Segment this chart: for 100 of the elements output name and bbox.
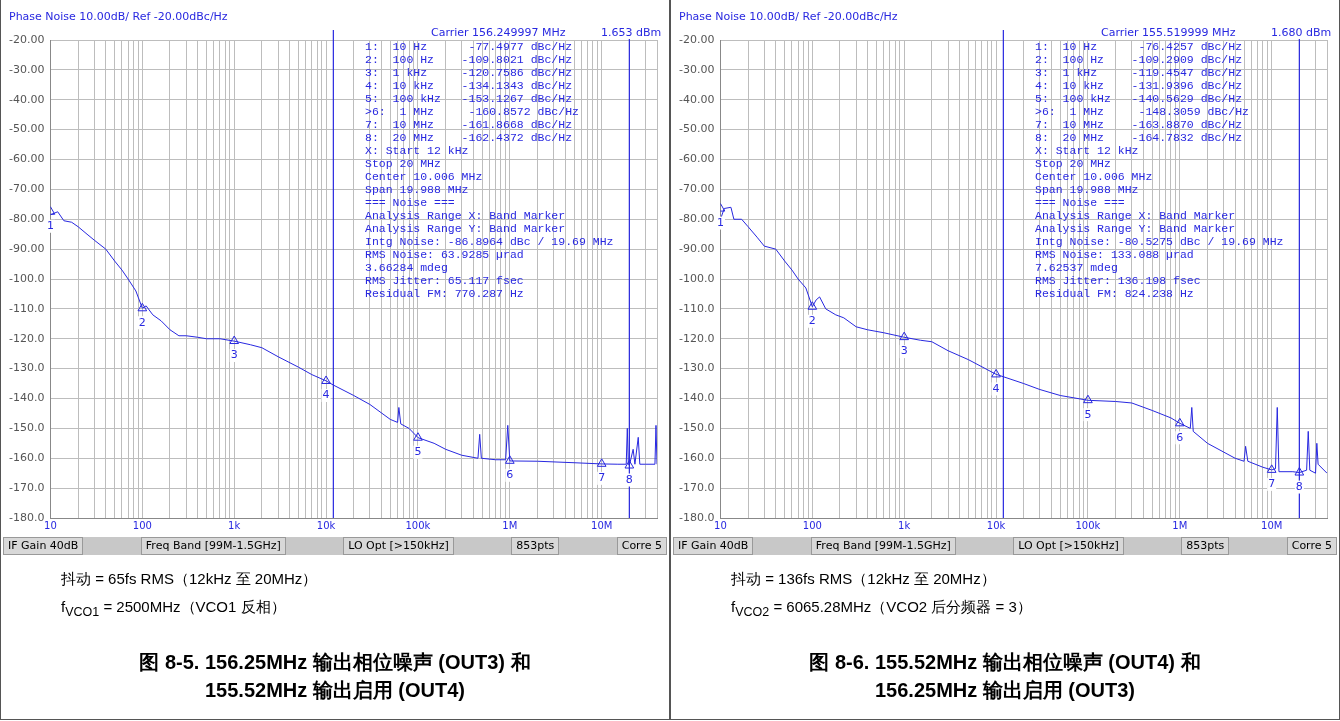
y-tick-label: -80.00 [678, 212, 715, 226]
chart-subtitle: Phase Noise 10.00dB/ Ref -20.00dBc/Hz [679, 10, 898, 23]
y-tick-label: -60.00 [8, 152, 45, 166]
annotation: RMS Noise: 63.9285 µrad [365, 248, 524, 261]
annotation: 1: 10 Hz -76.4257 dBc/Hz [1035, 40, 1243, 53]
annotation: 4 [992, 381, 1000, 395]
text: Carrier 156.249997 MHz [431, 26, 566, 39]
point [504, 455, 515, 464]
x-tick-label: 10M [591, 519, 613, 531]
annotation: 7 [1268, 477, 1276, 491]
y-tick-label: -180.0 [678, 510, 715, 524]
annotation: Stop 20 MHz [1035, 157, 1111, 170]
annotation: 2 [808, 314, 816, 328]
annotation: 4 [322, 388, 330, 402]
text: IF Gain 40dB [3, 537, 84, 555]
annotation: 1 [46, 219, 54, 233]
annotation: 4: 10 kHz -134.1343 dBc/Hz [365, 79, 573, 92]
y-tick-label: -70.00 [8, 182, 45, 196]
x-tick-label: 10 [714, 519, 727, 531]
text: Corre 5 [1286, 537, 1337, 555]
annotation: 5: 100 kHz -153.1267 dBc/Hz [365, 92, 573, 105]
annotation: Stop 20 MHz [365, 157, 441, 170]
annotation: RMS Noise: 133.088 µrad [1035, 248, 1194, 261]
annotation: 2: 100 Hz -109.2909 dBc/Hz [1035, 53, 1243, 66]
text: IF Gain 40dB [673, 537, 754, 555]
annotation: 7: 10 MHz -161.8668 dBc/Hz [365, 118, 573, 131]
text: Freq Band [99M-1.5GHz] [810, 537, 956, 555]
y-tick-label: -140.0 [8, 391, 45, 405]
x-tick-label: 10M [1261, 519, 1283, 531]
text: 图 8-5. 156.25MHz 输出相位噪声 (OUT3) 和 155.52MHz 输出启用 (OUT4) [138, 650, 532, 703]
text: Corre 5 [616, 537, 667, 555]
annotation: 6 [506, 468, 514, 482]
annotation: >6: 1 MHz -160.8572 dBc/Hz [365, 105, 579, 118]
y-tick-label: -50.00 [8, 122, 45, 136]
annotation: 1 [716, 215, 724, 229]
annotation: Span 19.988 MHz [1035, 183, 1139, 196]
point [229, 335, 240, 345]
annotation: Analysis Range X: Band Marker [1035, 209, 1236, 222]
annotation: 3: 1 kHz -119.4547 dBc/Hz [1035, 66, 1243, 79]
x-tick-label: 1M [1172, 519, 1188, 531]
x-tick-label: 1k [898, 519, 911, 531]
annotation: Residual FM: 824.238 Hz [1035, 287, 1194, 300]
point [413, 432, 423, 441]
y-tick-label: -100.0 [678, 271, 715, 285]
text: LO Opt [>150kHz] [1013, 537, 1124, 555]
annotation: X: Start 12 kHz [1035, 144, 1139, 157]
y-tick-label: -30.00 [678, 62, 715, 76]
point [137, 302, 148, 312]
x-tick-label: 100 [802, 519, 822, 531]
annotation: 5 [414, 445, 422, 459]
annotation: 5 [1084, 407, 1092, 421]
annotation: Intg Noise: -86.8964 dBc / 19.69 MHz [365, 235, 614, 248]
text: LO Opt [>150kHz] [343, 537, 454, 555]
y-tick-label: -120.0 [8, 331, 45, 345]
x-tick-label: 10 [44, 519, 57, 531]
y-tick-label: -20.00 [8, 32, 45, 46]
annotation: >6: 1 MHz -148.3059 dBc/Hz [1035, 105, 1249, 118]
annotation: Analysis Range Y: Band Marker [1035, 222, 1236, 235]
y-tick-label: -110.0 [8, 301, 45, 315]
text: 抖动 = 136fs RMS（12kHz 至 20MHz） [731, 570, 996, 589]
annotation: 3 [900, 344, 908, 358]
annotation: 3.66284 mdeg [365, 261, 448, 274]
annotation: 7.62537 mdeg [1035, 261, 1118, 274]
text: 853pts [511, 537, 560, 555]
y-tick-label: -70.00 [678, 182, 715, 196]
annotation: 8: 20 MHz -164.7832 dBc/Hz [1035, 131, 1243, 144]
text: 抖动 = 65fs RMS（12kHz 至 20MHz） [61, 570, 318, 589]
y-tick-label: -60.00 [678, 152, 715, 166]
chart-subtitle: Phase Noise 10.00dB/ Ref -20.00dBc/Hz [9, 10, 228, 23]
text: Freq Band [99M-1.5GHz] [140, 537, 286, 555]
y-tick-label: -170.0 [8, 480, 45, 494]
y-tick-label: -90.00 [678, 241, 715, 255]
annotation: 4: 10 kHz -131.9396 dBc/Hz [1035, 79, 1243, 92]
y-tick-label: -50.00 [678, 122, 715, 136]
annotation: 8: 20 MHz -162.4372 dBc/Hz [365, 131, 573, 144]
point [899, 331, 910, 341]
point [1174, 417, 1185, 427]
annotation: 7: 10 MHz -163.8870 dBc/Hz [1035, 118, 1243, 131]
y-tick-label: -150.0 [678, 421, 715, 435]
annotation: 5: 100 kHz -140.5629 dBc/Hz [1035, 92, 1243, 105]
annotation: Analysis Range Y: Band Marker [365, 222, 566, 235]
y-tick-label: -40.00 [678, 92, 715, 106]
y-tick-label: -130.0 [678, 361, 715, 375]
y-tick-label: -100.0 [8, 271, 45, 285]
annotation: 6 [1176, 430, 1184, 444]
annotation: Analysis Range X: Band Marker [365, 209, 566, 222]
point [1266, 464, 1277, 473]
y-tick-label: -130.0 [8, 361, 45, 375]
annotation: 3 [230, 348, 238, 362]
annotation: Residual FM: 770.287 Hz [365, 287, 524, 300]
x-tick-label: 10k [316, 519, 336, 531]
point [1083, 394, 1093, 404]
text: 853pts [1181, 537, 1230, 555]
annotation: X: Start 12 kHz [365, 144, 469, 157]
y-tick-label: -120.0 [678, 331, 715, 345]
x-tick-label: 1M [502, 519, 518, 531]
y-tick-label: -180.0 [8, 510, 45, 524]
text: Carrier 155.519999 MHz [1101, 26, 1236, 39]
x-tick-label: 100k [1075, 519, 1101, 531]
annotation: Intg Noise: -80.5275 dBc / 19.69 MHz [1035, 235, 1284, 248]
